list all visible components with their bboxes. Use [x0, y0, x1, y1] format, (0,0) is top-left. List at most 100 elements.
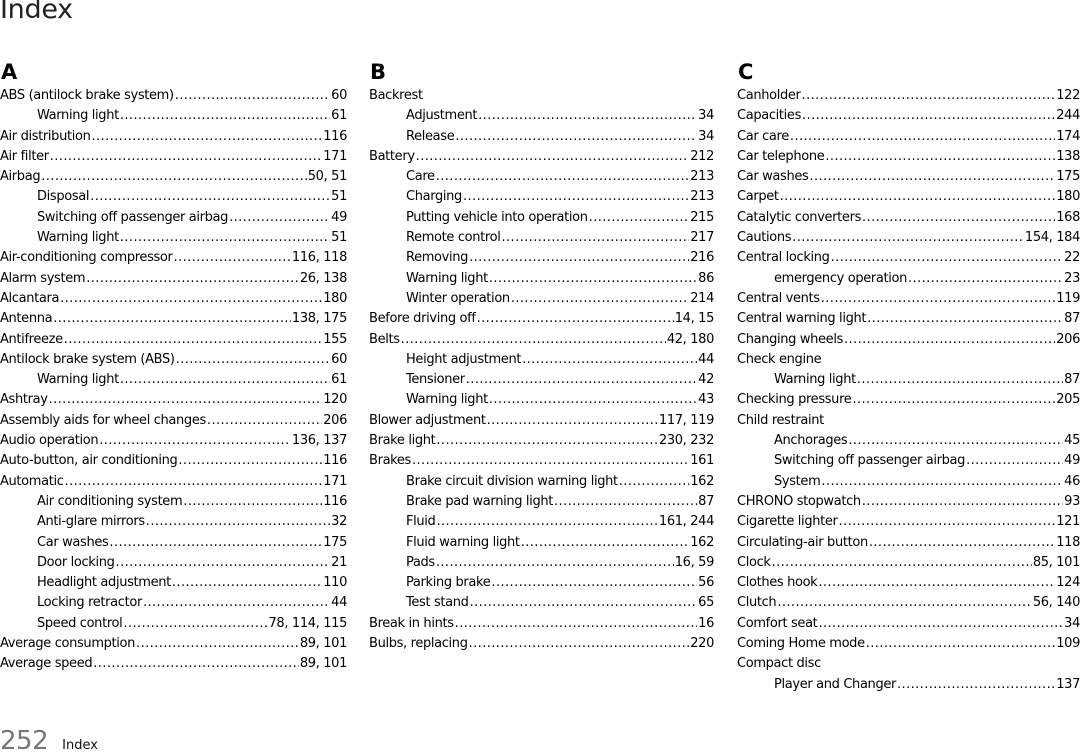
entry-term: Alarm system	[0, 270, 86, 286]
index-entry: Blower adjustment 117, 119	[369, 411, 714, 431]
index-entry: Ashtray 120	[0, 390, 347, 410]
entry-pages: 174	[1056, 128, 1080, 144]
entry-pages: 14, 15	[674, 311, 715, 327]
entry-term: Anti-glare mirrors	[37, 514, 145, 530]
entry-pages: 49	[331, 209, 347, 225]
dot-leader	[897, 675, 1055, 695]
entry-pages: 45	[1064, 433, 1080, 449]
entry-pages: 87	[1064, 311, 1080, 327]
dot-leader	[412, 451, 689, 471]
entry-term: Warning light	[37, 372, 119, 388]
entry-term: Bulbs, replacing	[369, 636, 468, 652]
entry-term: Speed control	[37, 615, 123, 631]
index-entry: Auto-button, air conditioning 116	[0, 451, 347, 471]
entry-term: Changing wheels	[737, 331, 844, 347]
dot-leader	[146, 512, 330, 532]
index-entry: CHRONO stopwatch 93	[737, 492, 1080, 512]
entry-term: Average consumption	[0, 636, 136, 652]
index-entry: Before driving off 14, 15	[369, 309, 714, 329]
entry-pages: 217	[690, 230, 714, 246]
entry-pages: 213	[690, 169, 714, 185]
index-subentry: Removing 216	[369, 248, 714, 268]
entry-pages: 161, 244	[658, 514, 714, 530]
index-entry: Car care 174	[737, 127, 1080, 147]
dot-leader	[802, 106, 1055, 126]
index-entry: Air distribution 116	[0, 127, 347, 147]
dot-leader	[172, 573, 322, 593]
entry-term: Clock	[737, 554, 771, 570]
section-letter: C	[738, 60, 754, 84]
entry-term: Carpet	[737, 189, 779, 205]
dot-leader	[53, 309, 291, 329]
index-subentry: Pads 16, 59	[369, 553, 714, 573]
index-subentry: Fluid 161, 244	[369, 512, 714, 532]
entry-pages: 205	[1056, 392, 1080, 408]
dot-leader	[857, 370, 1063, 390]
index-entry: Average consumption 89, 101	[0, 634, 347, 654]
entry-pages: 137	[1056, 676, 1080, 692]
index-subentry: Switching off passenger airbag 49	[0, 208, 347, 228]
dot-leader	[401, 330, 666, 350]
index-subentry: Locking retractor 44	[0, 593, 347, 613]
dot-leader	[792, 228, 1024, 248]
entry-term: Break in hints	[369, 615, 454, 631]
dot-leader	[175, 86, 330, 106]
entry-term: Adjustment	[406, 108, 478, 124]
entry-term: Air distribution	[0, 128, 91, 144]
dot-leader	[455, 614, 698, 634]
index-entry: Break in hints 16	[369, 614, 714, 634]
dot-leader	[501, 228, 689, 248]
entry-pages: 116	[323, 493, 347, 509]
entry-pages: 109	[1056, 636, 1080, 652]
dot-leader	[491, 573, 697, 593]
entry-pages: 87	[1064, 372, 1080, 388]
entry-pages: 87	[698, 493, 714, 509]
entry-pages: 119	[1056, 290, 1080, 306]
index-entry: Canholder 122	[737, 86, 1080, 106]
index-subentry: emergency operation 23	[737, 269, 1080, 289]
entry-pages: 46	[1064, 473, 1080, 489]
entry-term: Blower adjustment	[369, 412, 486, 428]
entry-term: Child restraint	[737, 412, 824, 428]
index-entry: Compact disc	[737, 654, 1080, 674]
entry-pages: 120	[323, 392, 347, 408]
dot-leader	[183, 492, 322, 512]
index-entry: Alarm system 26, 138	[0, 269, 347, 289]
index-entry: Assembly aids for wheel changes 206	[0, 411, 347, 431]
entry-term: Audio operation	[0, 433, 99, 449]
entry-term: Cigarette lighter	[737, 514, 838, 530]
dot-leader	[466, 370, 697, 390]
entry-pages: 86	[698, 270, 714, 286]
entry-term: Warning light	[406, 392, 488, 408]
entry-pages: 180	[1056, 189, 1080, 205]
dot-leader	[463, 187, 689, 207]
entry-term: Brake light	[369, 433, 436, 449]
dot-leader	[229, 208, 330, 228]
page-number: 252	[0, 726, 49, 756]
index-entry: Air filter 171	[0, 147, 347, 167]
entry-pages: 212	[690, 148, 714, 164]
entry-term: Car telephone	[737, 148, 825, 164]
index-entry: Car telephone 138	[737, 147, 1080, 167]
index-subentry: Player and Changer 137	[737, 675, 1080, 695]
dot-leader	[436, 167, 690, 187]
index-entry: Clothes hook 124	[737, 573, 1080, 593]
dot-leader	[848, 431, 1063, 451]
dot-leader	[511, 289, 689, 309]
entry-pages: 50, 51	[307, 169, 348, 185]
index-entry: Comfort seat 34	[737, 614, 1080, 634]
entry-term: Door locking	[37, 554, 115, 570]
entry-term: Parking brake	[406, 575, 491, 591]
entry-pages: 116, 118	[291, 250, 347, 266]
entry-pages: 216	[690, 250, 714, 266]
dot-leader	[109, 533, 322, 553]
index-subentry: Disposal 51	[0, 187, 347, 207]
index-entry: Bulbs, replacing 220	[369, 634, 714, 654]
index-entry: Belts 42, 180	[369, 330, 714, 350]
entry-pages: 117, 119	[658, 412, 714, 428]
entry-pages: 180	[323, 290, 347, 306]
entry-pages: 61	[331, 108, 347, 124]
entry-pages: 171	[323, 473, 347, 489]
dot-leader	[821, 472, 1063, 492]
entry-pages: 60	[331, 88, 347, 103]
